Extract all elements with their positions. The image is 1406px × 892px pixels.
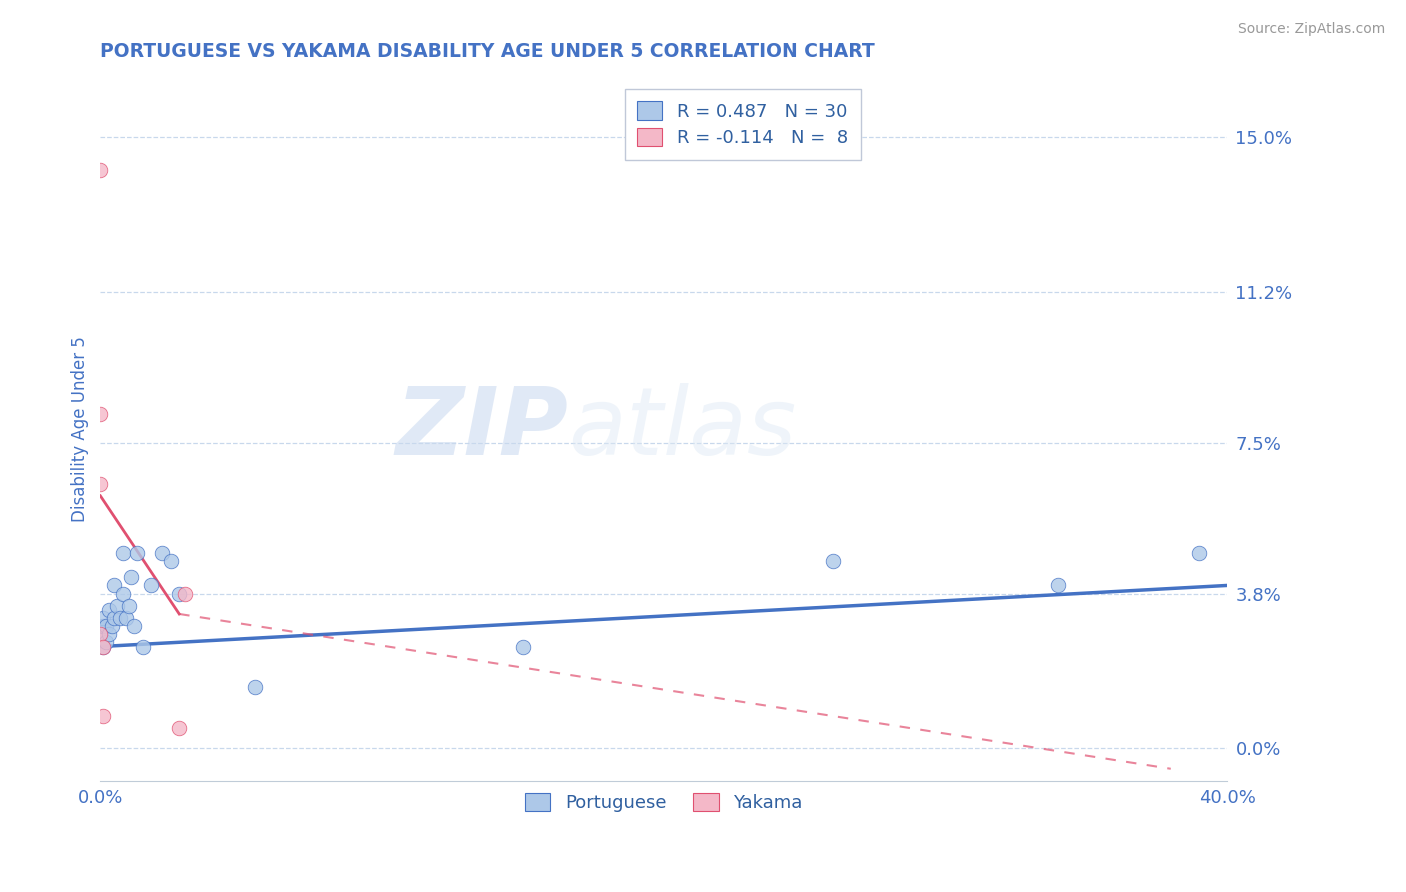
Point: [139, 578, 162, 592]
Point: [94, 635, 117, 649]
Point: [91, 619, 114, 633]
Point: [91, 708, 114, 723]
Point: [97, 603, 120, 617]
Point: [120, 570, 142, 584]
Point: [91, 611, 114, 625]
Point: [114, 611, 136, 625]
Point: [167, 721, 190, 735]
Legend: Portuguese, Yakama: Portuguese, Yakama: [512, 780, 815, 825]
Y-axis label: Disability Age Under 5: Disability Age Under 5: [72, 335, 89, 522]
Point: [122, 619, 145, 633]
Point: [1188, 546, 1211, 560]
Point: [125, 546, 148, 560]
Point: [821, 554, 844, 568]
Point: [105, 599, 128, 613]
Point: [108, 611, 131, 625]
Point: [100, 619, 122, 633]
Point: [91, 640, 114, 654]
Point: [111, 586, 134, 600]
Point: [89, 627, 111, 641]
Text: Source: ZipAtlas.com: Source: ZipAtlas.com: [1237, 22, 1385, 37]
Point: [89, 162, 111, 177]
Point: [159, 554, 181, 568]
Point: [111, 546, 134, 560]
Text: ZIP: ZIP: [395, 383, 568, 475]
Point: [97, 627, 120, 641]
Point: [150, 546, 173, 560]
Point: [103, 578, 125, 592]
Text: PORTUGUESE VS YAKAMA DISABILITY AGE UNDER 5 CORRELATION CHART: PORTUGUESE VS YAKAMA DISABILITY AGE UNDE…: [100, 42, 875, 61]
Point: [173, 586, 195, 600]
Point: [1047, 578, 1070, 592]
Text: atlas: atlas: [568, 383, 796, 475]
Point: [245, 681, 267, 695]
Point: [167, 586, 190, 600]
Point: [103, 611, 125, 625]
Point: [89, 627, 111, 641]
Point: [131, 640, 153, 654]
Point: [89, 408, 111, 422]
Point: [89, 476, 111, 491]
Point: [512, 640, 534, 654]
Point: [94, 619, 117, 633]
Point: [117, 599, 139, 613]
Point: [91, 640, 114, 654]
